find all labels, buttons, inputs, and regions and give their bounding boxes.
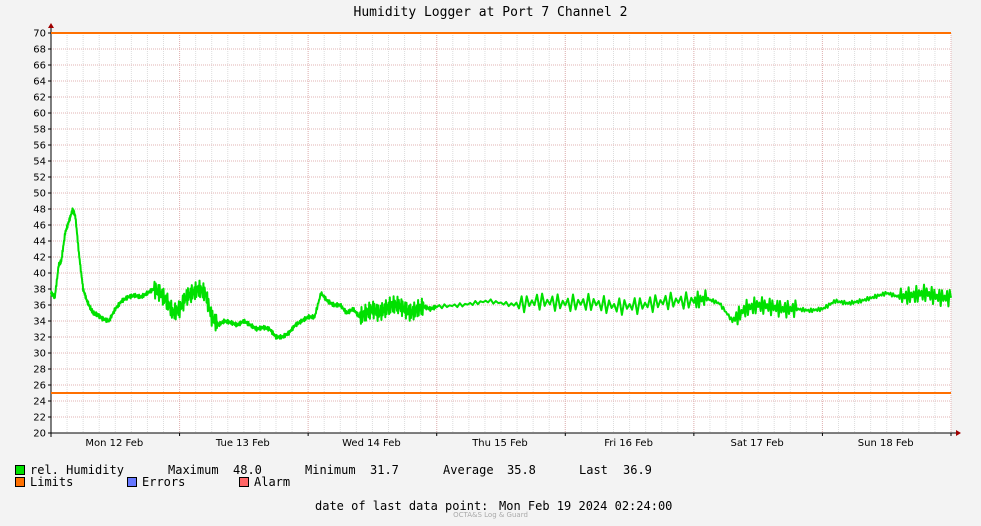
y-tick-label: 36 [33,301,46,312]
y-tick-label: 40 [33,269,46,280]
y-tick-label: 64 [33,77,46,88]
x-day-label: Sat 17 Feb [731,438,784,449]
y-tick-label: 66 [33,61,46,72]
last-label: Last [579,463,608,477]
errors-swatch [127,477,137,487]
min-label: Minimum [305,463,356,477]
y-tick-label: 68 [33,45,46,56]
y-tick-label: 48 [33,205,46,216]
min-value: 31.7 [370,463,399,477]
credit-text: OCTA&S Log & Guard [453,511,528,519]
y-tick-label: 26 [33,381,46,392]
y-tick-label: 32 [33,333,46,344]
x-axis-arrow [956,430,961,436]
x-day-label: Wed 14 Feb [342,438,401,449]
y-tick-label: 44 [33,237,46,248]
x-day-label: Sun 18 Feb [858,438,914,449]
y-tick-label: 60 [33,109,46,120]
y-tick-label: 70 [33,29,46,40]
errors-legend-label: Errors [142,475,186,489]
avg-value: 35.8 [507,463,536,477]
x-day-label: Tue 13 Feb [215,438,270,449]
y-tick-label: 56 [33,141,46,152]
y-tick-label: 42 [33,253,46,264]
x-day-label: Thu 15 Feb [471,438,528,449]
y-tick-label: 20 [33,429,46,440]
humidity-swatch [15,465,25,475]
limits-legend-label: Limits [30,475,74,489]
last-point-label: date of last data point: [315,499,489,513]
avg-label: Average [443,463,494,477]
y-tick-label: 46 [33,221,46,232]
y-tick-label: 62 [33,93,46,104]
limits-swatch [15,477,25,487]
alarm-legend-label: Alarm [254,475,291,489]
last-value: 36.9 [623,463,652,477]
y-tick-label: 58 [33,125,46,136]
chart-title: Humidity Logger at Port 7 Channel 2 [353,5,628,20]
max-value: 48.0 [233,463,262,477]
y-tick-label: 54 [33,157,46,168]
y-tick-label: 50 [33,189,46,200]
y-axis-arrow [48,23,54,28]
last-point-value: Mon Feb 19 2024 02:24:00 [499,499,673,513]
y-tick-label: 38 [33,285,46,296]
max-label: Maximum [168,463,219,477]
y-tick-label: 28 [33,365,46,376]
y-tick-label: 30 [33,349,46,360]
y-tick-label: 34 [33,317,46,328]
humidity-legend-label: rel. Humidity [30,463,124,477]
alarm-swatch [239,477,249,487]
x-day-label: Fri 16 Feb [604,438,653,449]
x-day-label: Mon 12 Feb [85,438,143,449]
y-tick-label: 22 [33,413,46,424]
y-tick-label: 24 [33,397,46,408]
humidity-series-line [50,207,952,340]
y-tick-label: 52 [33,173,46,184]
